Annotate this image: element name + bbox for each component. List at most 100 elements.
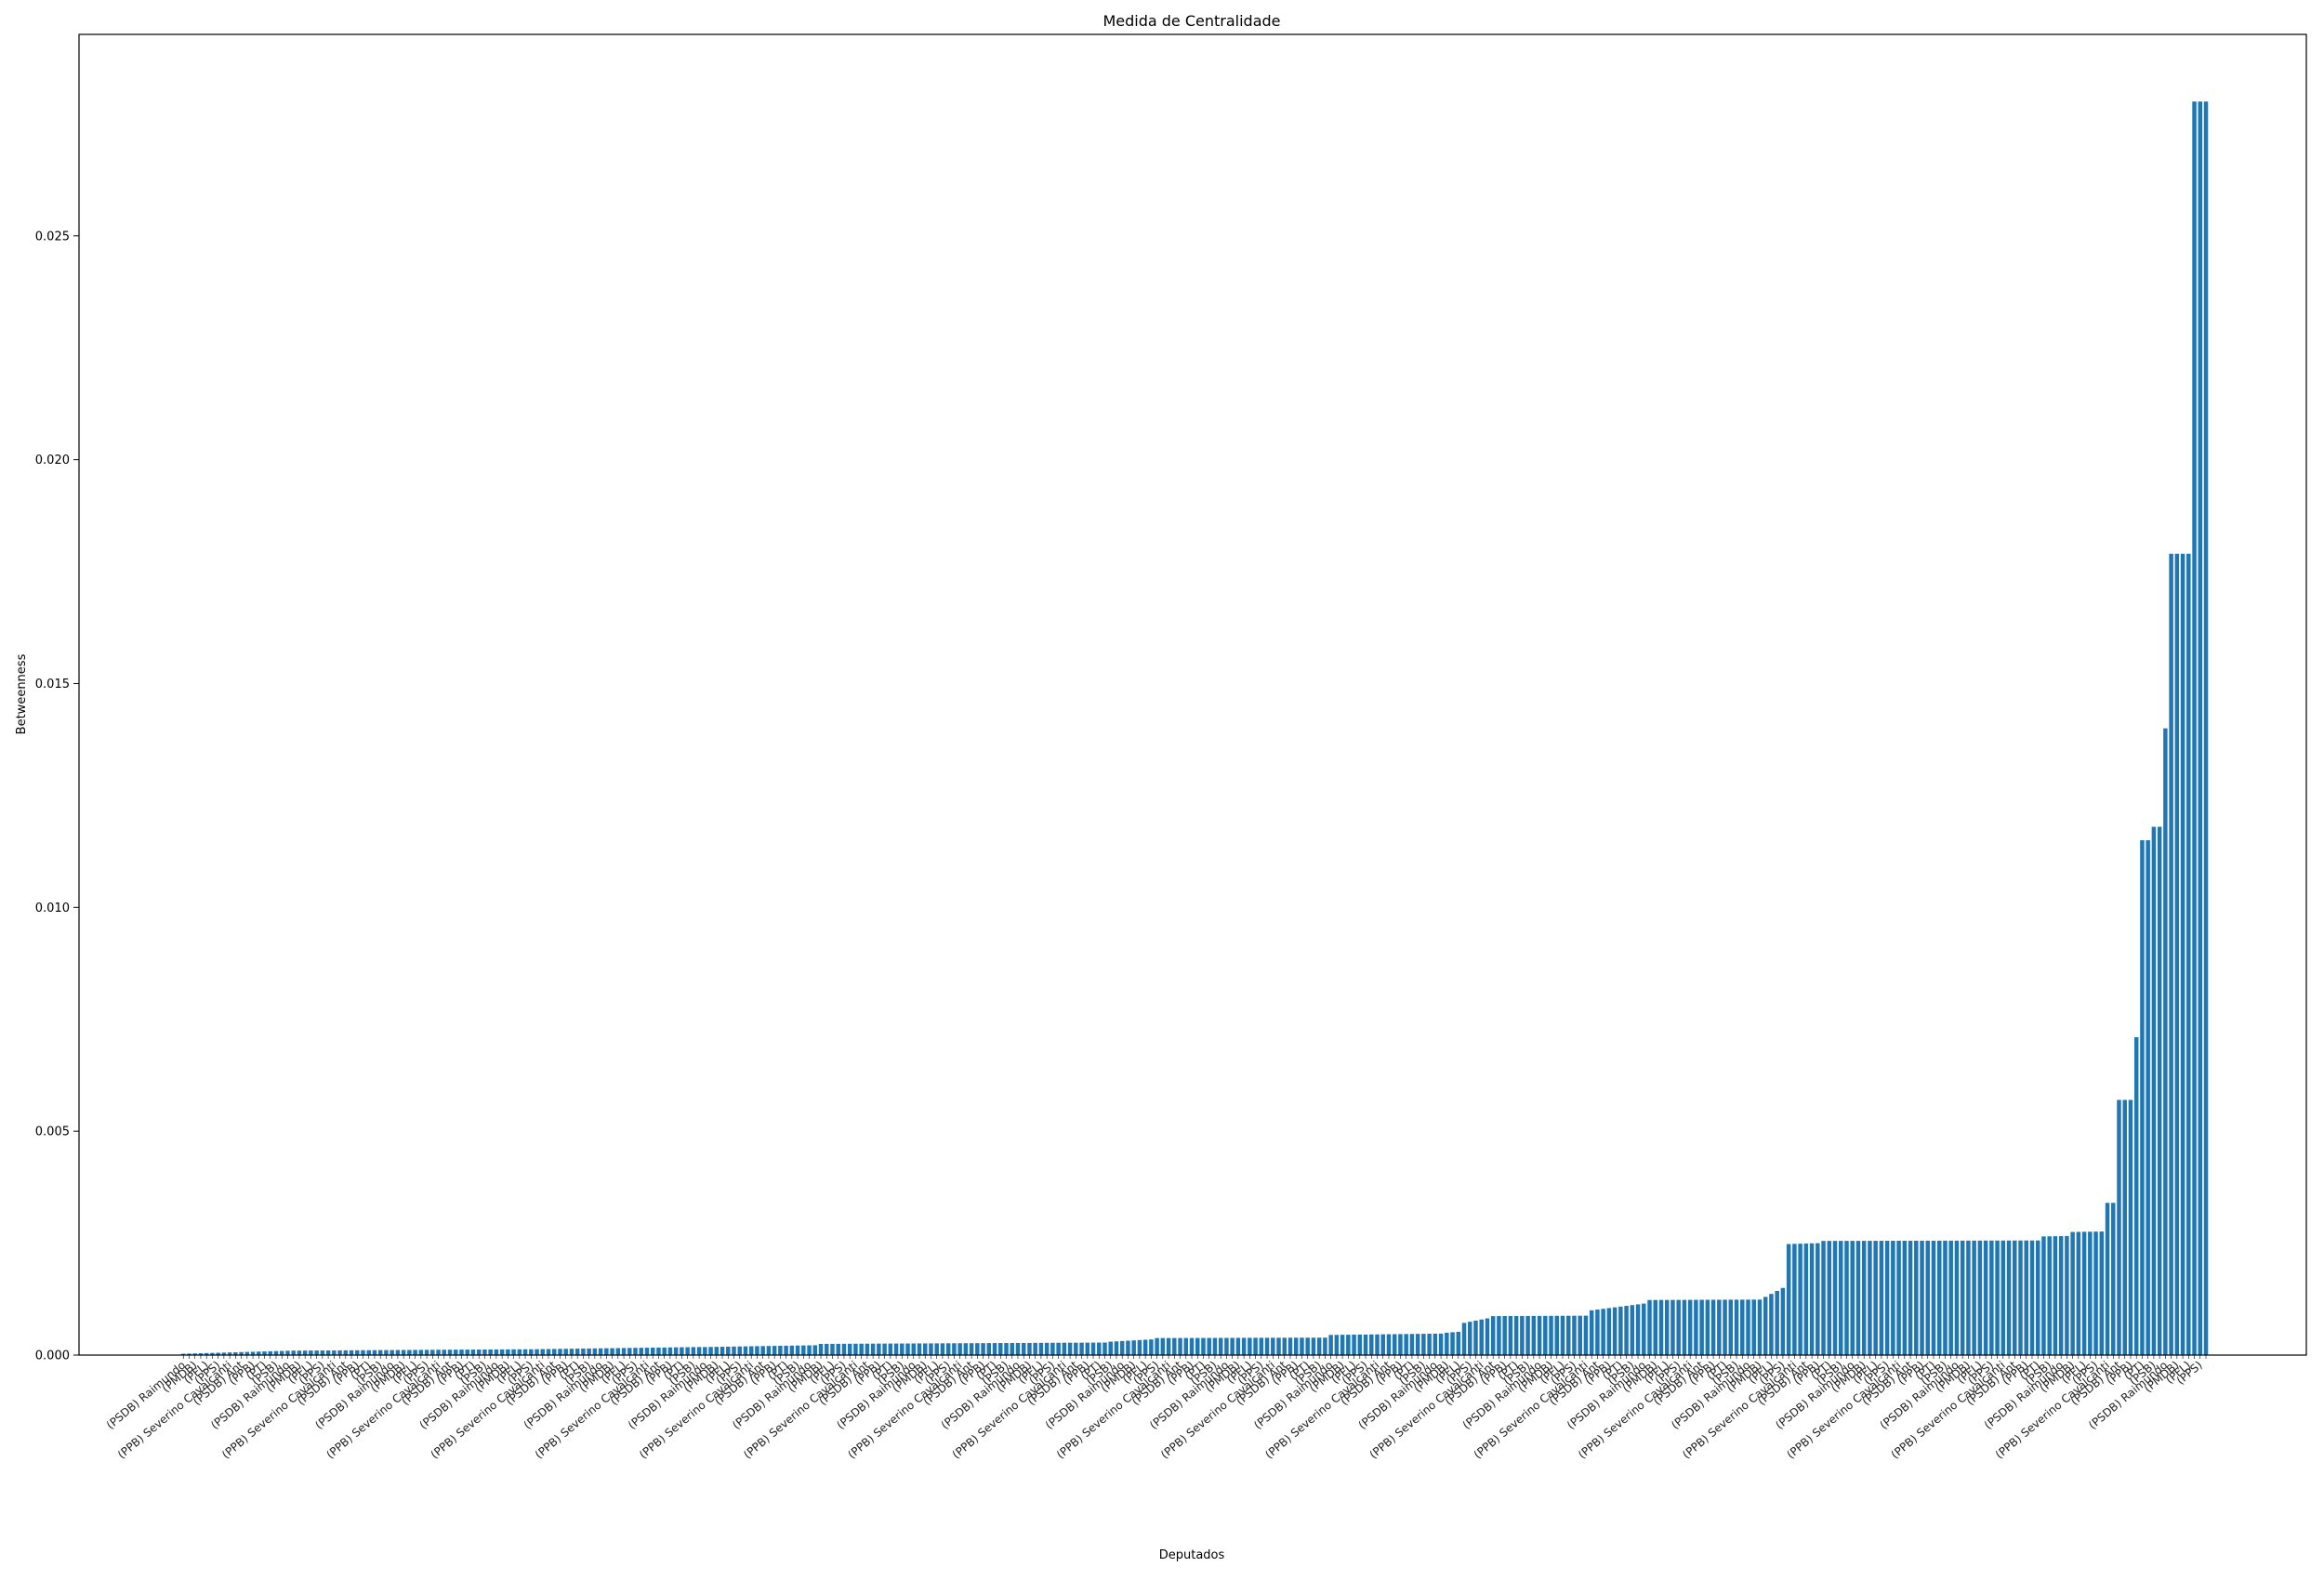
bar [1694,1299,1698,1355]
bar [181,1353,186,1355]
y-tick-label: 0.015 [35,678,70,691]
bar [1868,1241,1872,1355]
bar [1502,1316,1507,1355]
bar [1357,1334,1363,1355]
bar [447,1350,453,1355]
bar [1328,1335,1333,1355]
bar [1780,1287,1786,1355]
bar [1740,1299,1745,1355]
bar [239,1351,244,1355]
bar [685,1347,690,1355]
bar [772,1346,777,1355]
bar [302,1350,308,1355]
bar [1404,1334,1408,1355]
bar [2035,1240,2040,1355]
bar [847,1343,852,1355]
bar [1085,1342,1090,1355]
bar [2000,1240,2006,1355]
bar [1647,1299,1652,1355]
bar [1276,1337,1281,1355]
bar [2169,553,2173,1355]
bar [1044,1342,1050,1355]
bar [332,1350,337,1355]
bar [244,1351,250,1355]
bar [2006,1240,2012,1355]
bar [1287,1337,1293,1355]
bar [2174,553,2180,1355]
bar [708,1347,713,1355]
bar [1050,1342,1055,1355]
bar [1989,1240,1994,1355]
bar [963,1343,969,1355]
bar [1699,1299,1704,1355]
bar [1844,1241,1849,1355]
bar [1468,1322,1472,1355]
bar [1259,1337,1264,1355]
bar [1606,1308,1612,1355]
bar [633,1348,638,1355]
bar [1769,1294,1774,1355]
bar [703,1347,707,1355]
bar [349,1350,354,1355]
bar [436,1350,441,1355]
bar [1687,1299,1693,1355]
bar [859,1343,864,1355]
bar [227,1352,232,1355]
bar [1664,1299,1670,1355]
bar [870,1343,876,1355]
bar [2133,1037,2139,1355]
bar [1415,1334,1420,1355]
bar [1543,1315,1548,1355]
bar [667,1347,673,1355]
bar [1248,1337,1252,1355]
bar [1861,1241,1867,1355]
bar [551,1349,557,1355]
bar [2065,1235,2069,1355]
bar [470,1350,476,1355]
bar [1572,1315,1577,1355]
bar [1734,1299,1739,1355]
bar [1792,1244,1797,1355]
bar [499,1349,505,1355]
bar [1630,1305,1635,1355]
bar [384,1350,389,1355]
bar [2070,1231,2075,1355]
bar [454,1350,458,1355]
bar [1531,1315,1537,1355]
bar [482,1350,487,1355]
bar [210,1352,215,1355]
bar [563,1349,568,1355]
bar [1311,1337,1316,1355]
bar [945,1343,951,1355]
bar [1119,1340,1125,1355]
bar [1839,1241,1843,1355]
bar [1757,1299,1763,1355]
bar [204,1352,209,1355]
bar [877,1343,881,1355]
bar [459,1350,464,1355]
bar [343,1350,349,1355]
bar [766,1346,772,1355]
bar [187,1353,191,1355]
bar [1010,1342,1014,1355]
bar [2146,840,2150,1355]
bar [807,1345,812,1355]
bar [778,1346,783,1355]
bar [1977,1240,1983,1355]
bar [680,1347,684,1355]
bar [2122,1099,2127,1355]
bar [1525,1315,1530,1355]
bar [1914,1240,1919,1355]
bar [1717,1299,1722,1355]
bar [1485,1318,1490,1355]
bar [1490,1316,1496,1355]
bar [720,1347,725,1355]
bar [592,1348,598,1355]
bar [673,1347,679,1355]
bar [1131,1340,1136,1355]
y-tick-label: 0.010 [35,902,70,915]
bar [291,1350,296,1355]
bar [1891,1241,1895,1355]
bar [1316,1337,1322,1355]
bar [1300,1337,1304,1355]
